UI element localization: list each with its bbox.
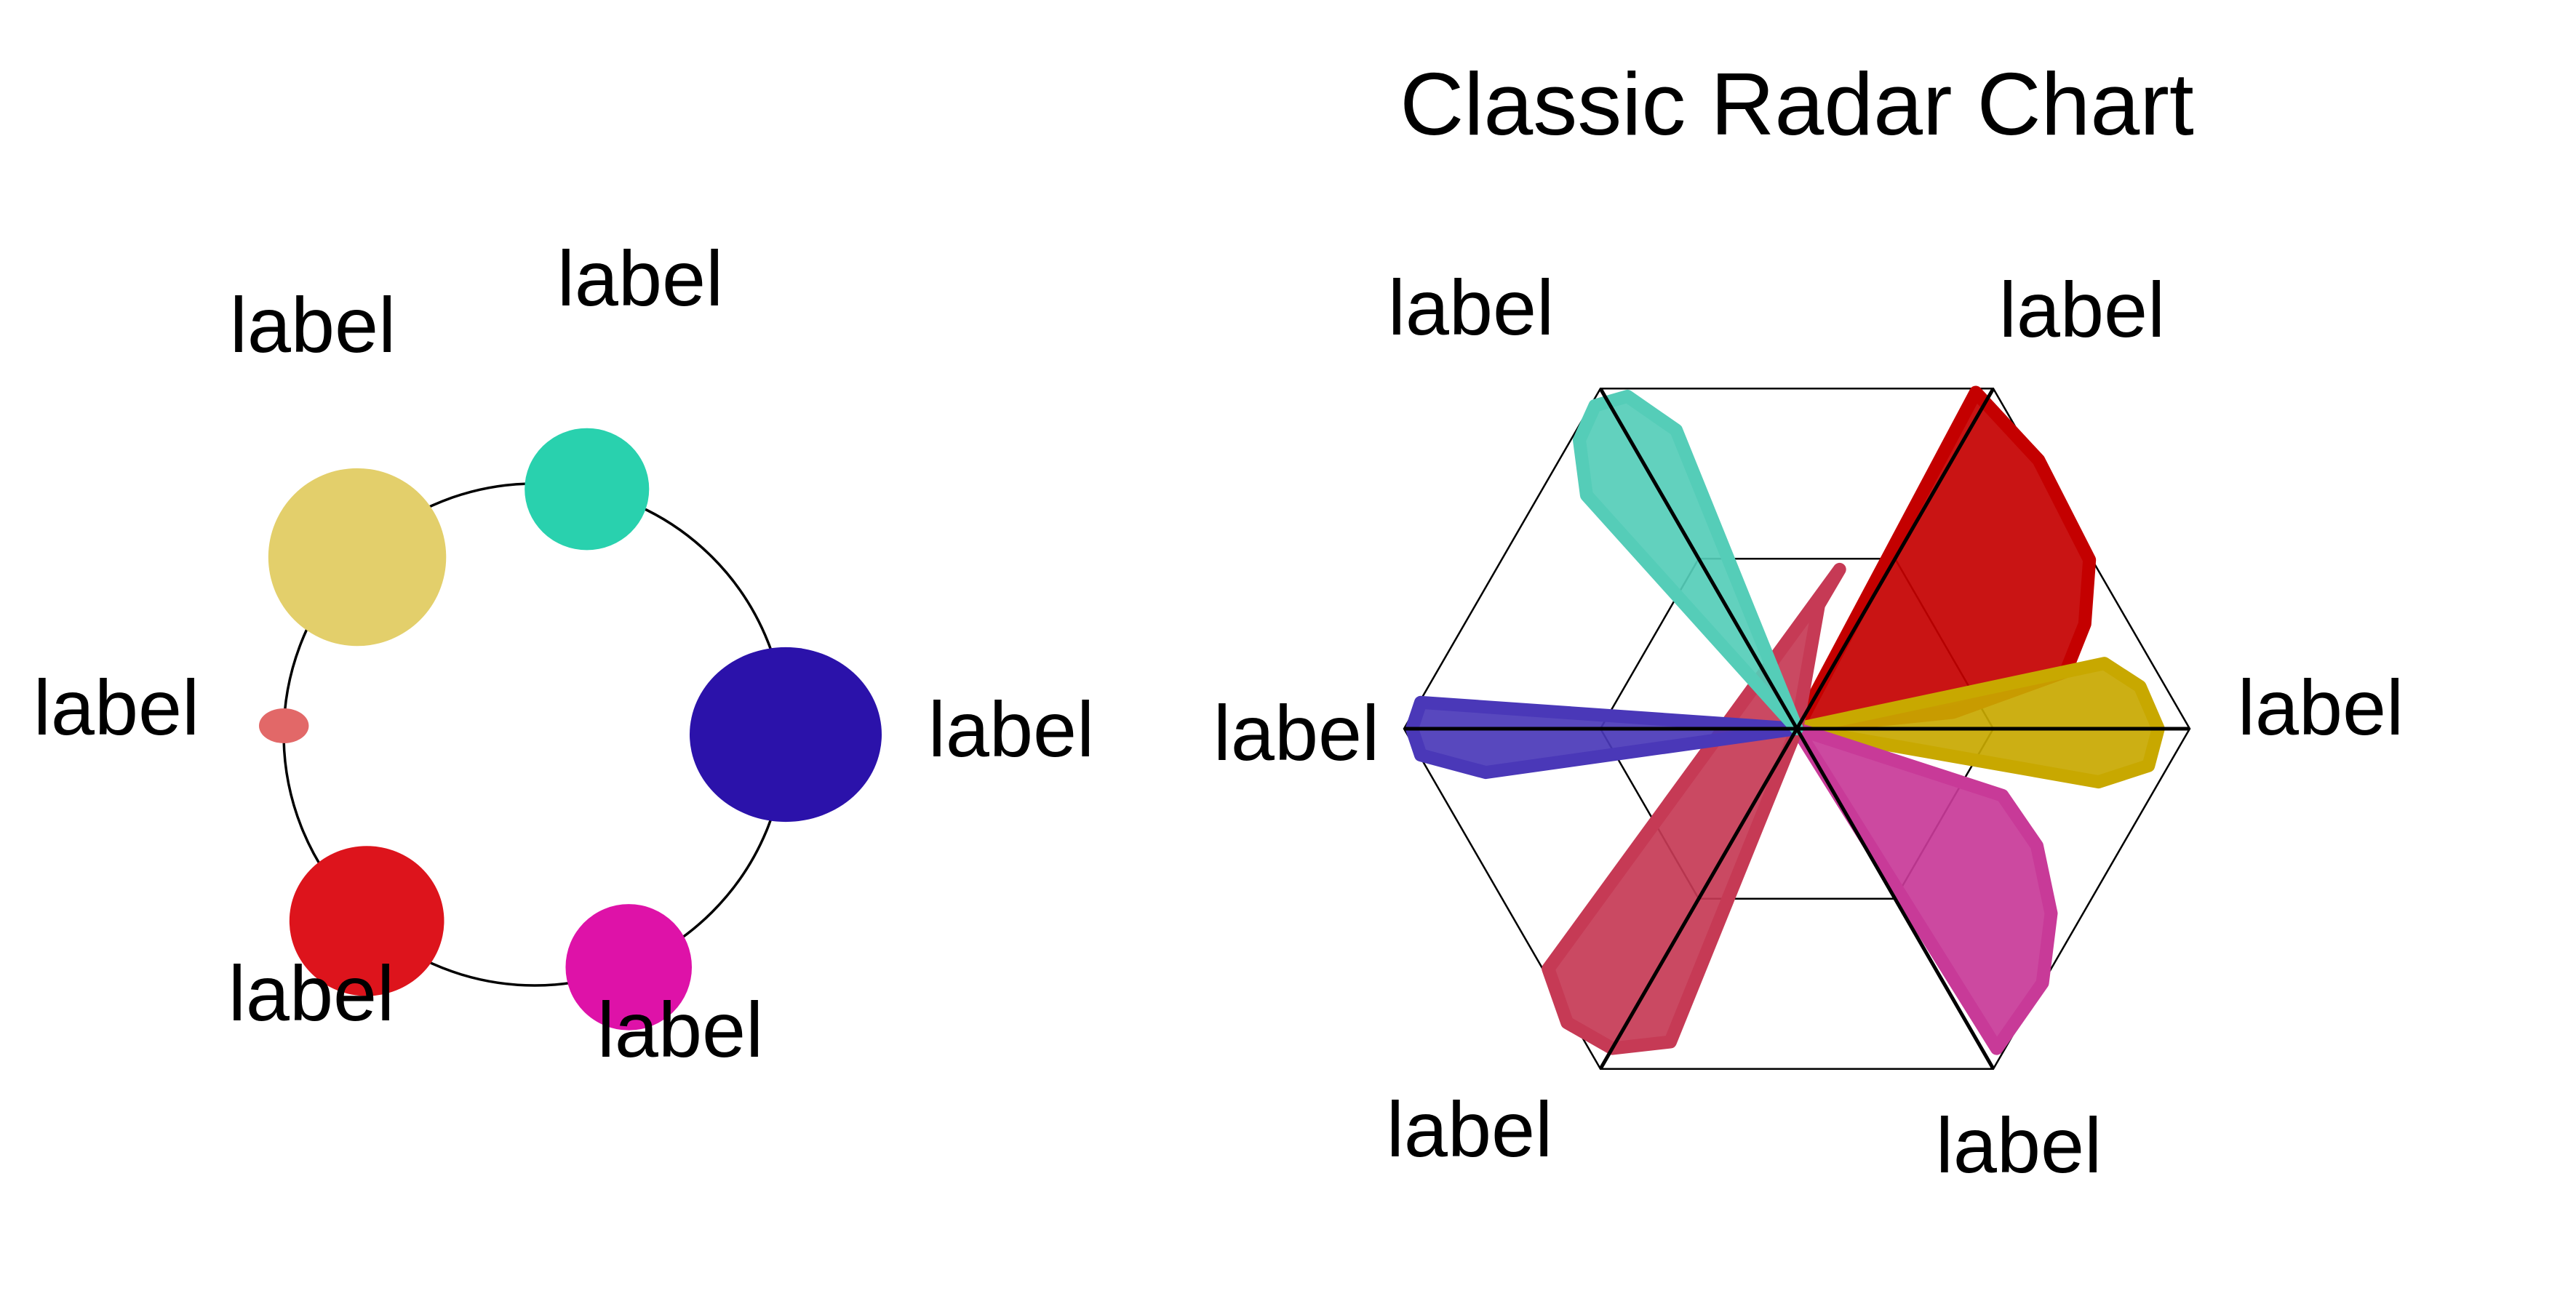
radar-axis-label-0: label bbox=[1388, 263, 1554, 351]
radar-axis-label-4: label bbox=[1387, 1085, 1552, 1173]
radar-series-3 bbox=[1542, 562, 1846, 1055]
radar-axis-label-2: label bbox=[2238, 663, 2404, 751]
bubble-0 bbox=[268, 468, 447, 647]
radar-series-2 bbox=[1790, 722, 2058, 1055]
radar-title: Classic Radar Chart bbox=[1400, 55, 2194, 153]
bubble-3 bbox=[565, 904, 693, 1031]
radar-axis-label-3: label bbox=[1936, 1101, 2102, 1189]
bubble-5 bbox=[258, 708, 309, 743]
radar-chart: Classic Radar Chart label label label la… bbox=[1213, 55, 2404, 1189]
radar-axis-label-5: label bbox=[1213, 689, 1379, 777]
bubble-4 bbox=[289, 846, 444, 996]
radar-series-4 bbox=[1405, 695, 1803, 780]
bubble-label-3: label bbox=[597, 985, 763, 1073]
bubble-ring-chart: label label label label label label bbox=[33, 234, 1094, 1073]
bubble-2 bbox=[690, 647, 882, 823]
bubble-label-4: label bbox=[228, 949, 394, 1037]
radar-series-group bbox=[1405, 385, 2165, 1055]
bubble-1 bbox=[525, 428, 650, 551]
bubble-label-1: label bbox=[557, 234, 723, 322]
radar-axis-label-1: label bbox=[1999, 265, 2165, 353]
bubble-label-5: label bbox=[33, 663, 199, 751]
bubble-label-0: label bbox=[230, 281, 396, 369]
radar-series-5 bbox=[1573, 389, 1803, 735]
bubble-label-2: label bbox=[928, 685, 1094, 773]
